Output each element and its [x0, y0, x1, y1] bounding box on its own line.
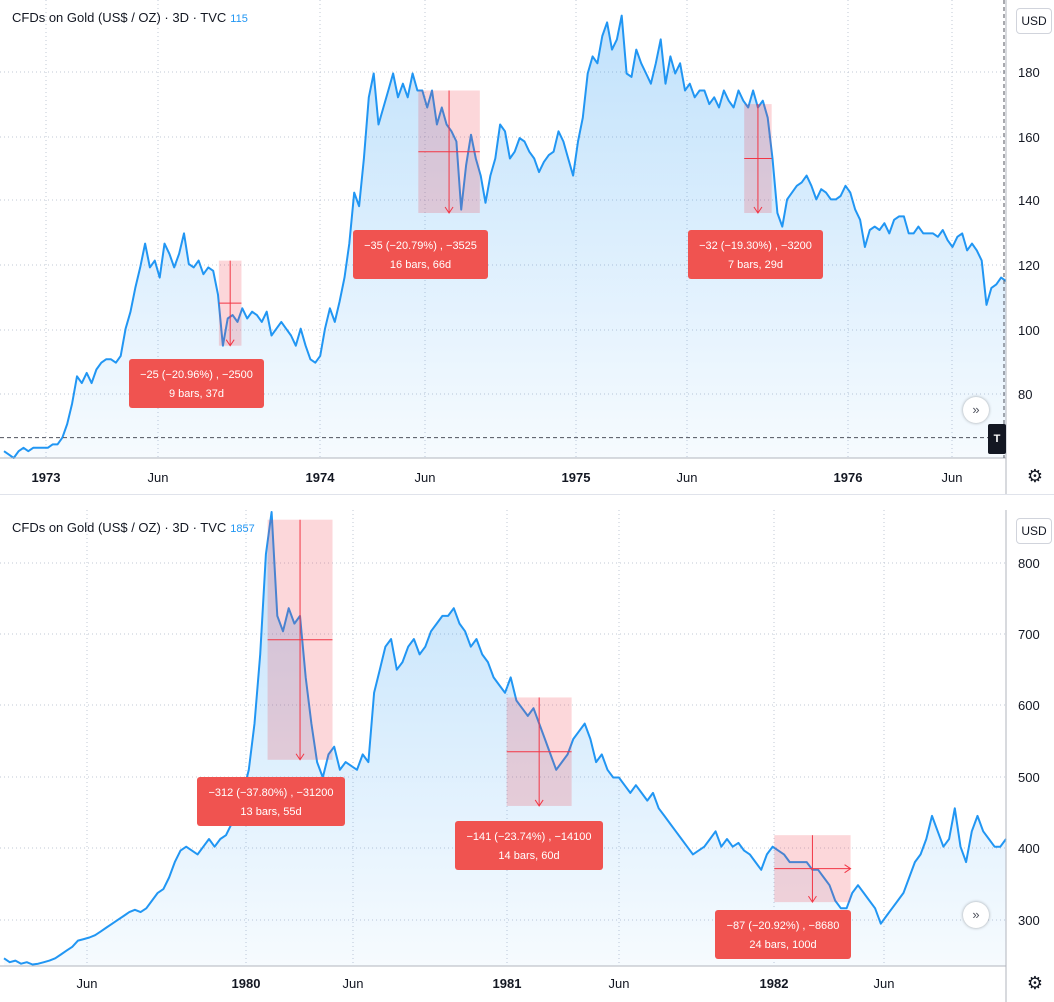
settings-gear-icon-top[interactable]: ⚙ [1026, 466, 1044, 486]
x-tick-label: Jun [77, 976, 98, 991]
measure-arrow-down-icon [753, 206, 763, 214]
measure-label-change: −312 (−37.80%) , −31200 [208, 787, 333, 799]
measure-arrow-down-icon [295, 753, 305, 761]
legend-top: CFDs on Gold (US$ / OZ) · 3D · TVC 115 [12, 10, 248, 25]
measure-tool-1[interactable]: −25 (−20.96%) , −2500 9 bars, 37d [129, 260, 264, 408]
currency-button-bottom[interactable]: USD [1016, 518, 1052, 544]
y-tick-label: 500 [1018, 770, 1040, 785]
chart-panel-bottom[interactable]: −312 (−37.80%) , −31200 13 bars, 55d −141 … [0, 510, 1054, 1002]
y-tick-label: 700 [1018, 627, 1040, 642]
measure-label-box[interactable] [197, 777, 345, 826]
panel-separator [0, 494, 1054, 511]
x-tick-label: Jun [148, 470, 169, 485]
x-tick-label: 1973 [32, 470, 61, 485]
price-area-fill [4, 512, 1006, 966]
measure-tool-2[interactable]: −35 (−20.79%) , −3525 16 bars, 66d [353, 90, 488, 279]
measure-label-bars: 13 bars, 55d [240, 806, 301, 818]
scroll-to-realtime-icon-bottom[interactable]: » [963, 902, 989, 928]
legend-last-value-bottom: 1857 [230, 523, 255, 535]
measure-tool-2[interactable]: −141 (−23.74%) , −14100 14 bars, 60d [455, 697, 603, 870]
measure-label-box[interactable] [353, 230, 488, 279]
measure-label-box[interactable] [455, 821, 603, 870]
y-tick-label: 100 [1018, 323, 1040, 338]
x-tick-label: 1974 [306, 470, 336, 485]
y-tick-label: 400 [1018, 841, 1040, 856]
x-tick-label: Jun [874, 976, 895, 991]
y-tick-label: 180 [1018, 65, 1040, 80]
legend-bottom: CFDs on Gold (US$ / OZ) · 3D · TVC 1857 [12, 520, 255, 535]
x-tick-label: 1976 [834, 470, 863, 485]
measure-tool-1[interactable]: −312 (−37.80%) , −31200 13 bars, 55d [197, 519, 345, 826]
measure-label-change: −25 (−20.96%) , −2500 [140, 369, 253, 381]
measure-label-box[interactable] [129, 359, 264, 408]
measure-arrow-down-icon [444, 206, 454, 214]
x-tick-label: 1980 [232, 976, 261, 991]
measure-label-change: −32 (−19.30%) , −3200 [699, 240, 812, 252]
price-line-series[interactable] [3, 14, 1007, 459]
x-tick-label: 1981 [493, 976, 522, 991]
currency-button-top[interactable]: USD [1016, 8, 1052, 34]
y-tick-label: 140 [1018, 193, 1040, 208]
measure-label-change: −141 (−23.74%) , −14100 [466, 831, 591, 843]
measure-label-bars: 14 bars, 60d [498, 850, 559, 862]
x-tick-label: 1982 [760, 976, 789, 991]
x-tick-label: Jun [415, 470, 436, 485]
scroll-to-realtime-icon-top[interactable]: » [963, 397, 989, 423]
measure-arrow-down-icon [534, 799, 544, 807]
chart-canvas-bottom[interactable]: −312 (−37.80%) , −31200 13 bars, 55d −141 … [0, 510, 1054, 1002]
measure-arrow-right-icon [844, 864, 852, 874]
chart-canvas-top[interactable]: −25 (−20.96%) , −2500 9 bars, 37d −35 (−20… [0, 0, 1054, 494]
y-tick-label: 80 [1018, 387, 1032, 402]
y-tick-label: 600 [1018, 698, 1040, 713]
y-tick-label: 300 [1018, 913, 1040, 928]
x-tick-label: 1975 [562, 470, 591, 485]
chart-panel-top[interactable]: −25 (−20.96%) , −2500 9 bars, 37d −35 (−20… [0, 0, 1054, 494]
measure-tool-3[interactable]: −32 (−19.30%) , −3200 7 bars, 29d [688, 104, 823, 279]
measure-label-box[interactable] [688, 230, 823, 279]
measure-label-bars: 24 bars, 100d [749, 939, 816, 951]
legend-title-bottom: CFDs on Gold (US$ / OZ) · 3D · TVC [12, 520, 227, 535]
x-tick-label: Jun [343, 976, 364, 991]
price-area-fill [4, 15, 1006, 458]
measure-label-change: −87 (−20.92%) , −8680 [727, 920, 840, 932]
legend-title-top: CFDs on Gold (US$ / OZ) · 3D · TVC [12, 10, 227, 25]
tradingview-logo-icon: T [988, 424, 1006, 454]
measure-arrow-down-icon [808, 895, 817, 904]
measure-label-change: −35 (−20.79%) , −3525 [364, 240, 477, 252]
measure-label-bars: 7 bars, 29d [728, 259, 783, 271]
y-tick-label: 120 [1018, 258, 1040, 273]
y-tick-label: 800 [1018, 556, 1040, 571]
measure-tool-3[interactable]: −87 (−20.92%) , −8680 24 bars, 100d [715, 835, 852, 959]
x-tick-label: Jun [942, 470, 963, 485]
settings-gear-icon-bottom[interactable]: ⚙ [1026, 973, 1044, 993]
x-tick-label: Jun [677, 470, 698, 485]
measure-label-bars: 9 bars, 37d [169, 388, 224, 400]
measure-label-box[interactable] [715, 910, 851, 959]
measure-arrow-down-icon [225, 339, 235, 347]
x-tick-label: Jun [609, 976, 630, 991]
price-line-series[interactable] [3, 511, 1007, 966]
legend-last-value-top: 115 [230, 13, 248, 25]
y-tick-label: 160 [1018, 130, 1040, 145]
measure-label-bars: 16 bars, 66d [390, 259, 451, 271]
